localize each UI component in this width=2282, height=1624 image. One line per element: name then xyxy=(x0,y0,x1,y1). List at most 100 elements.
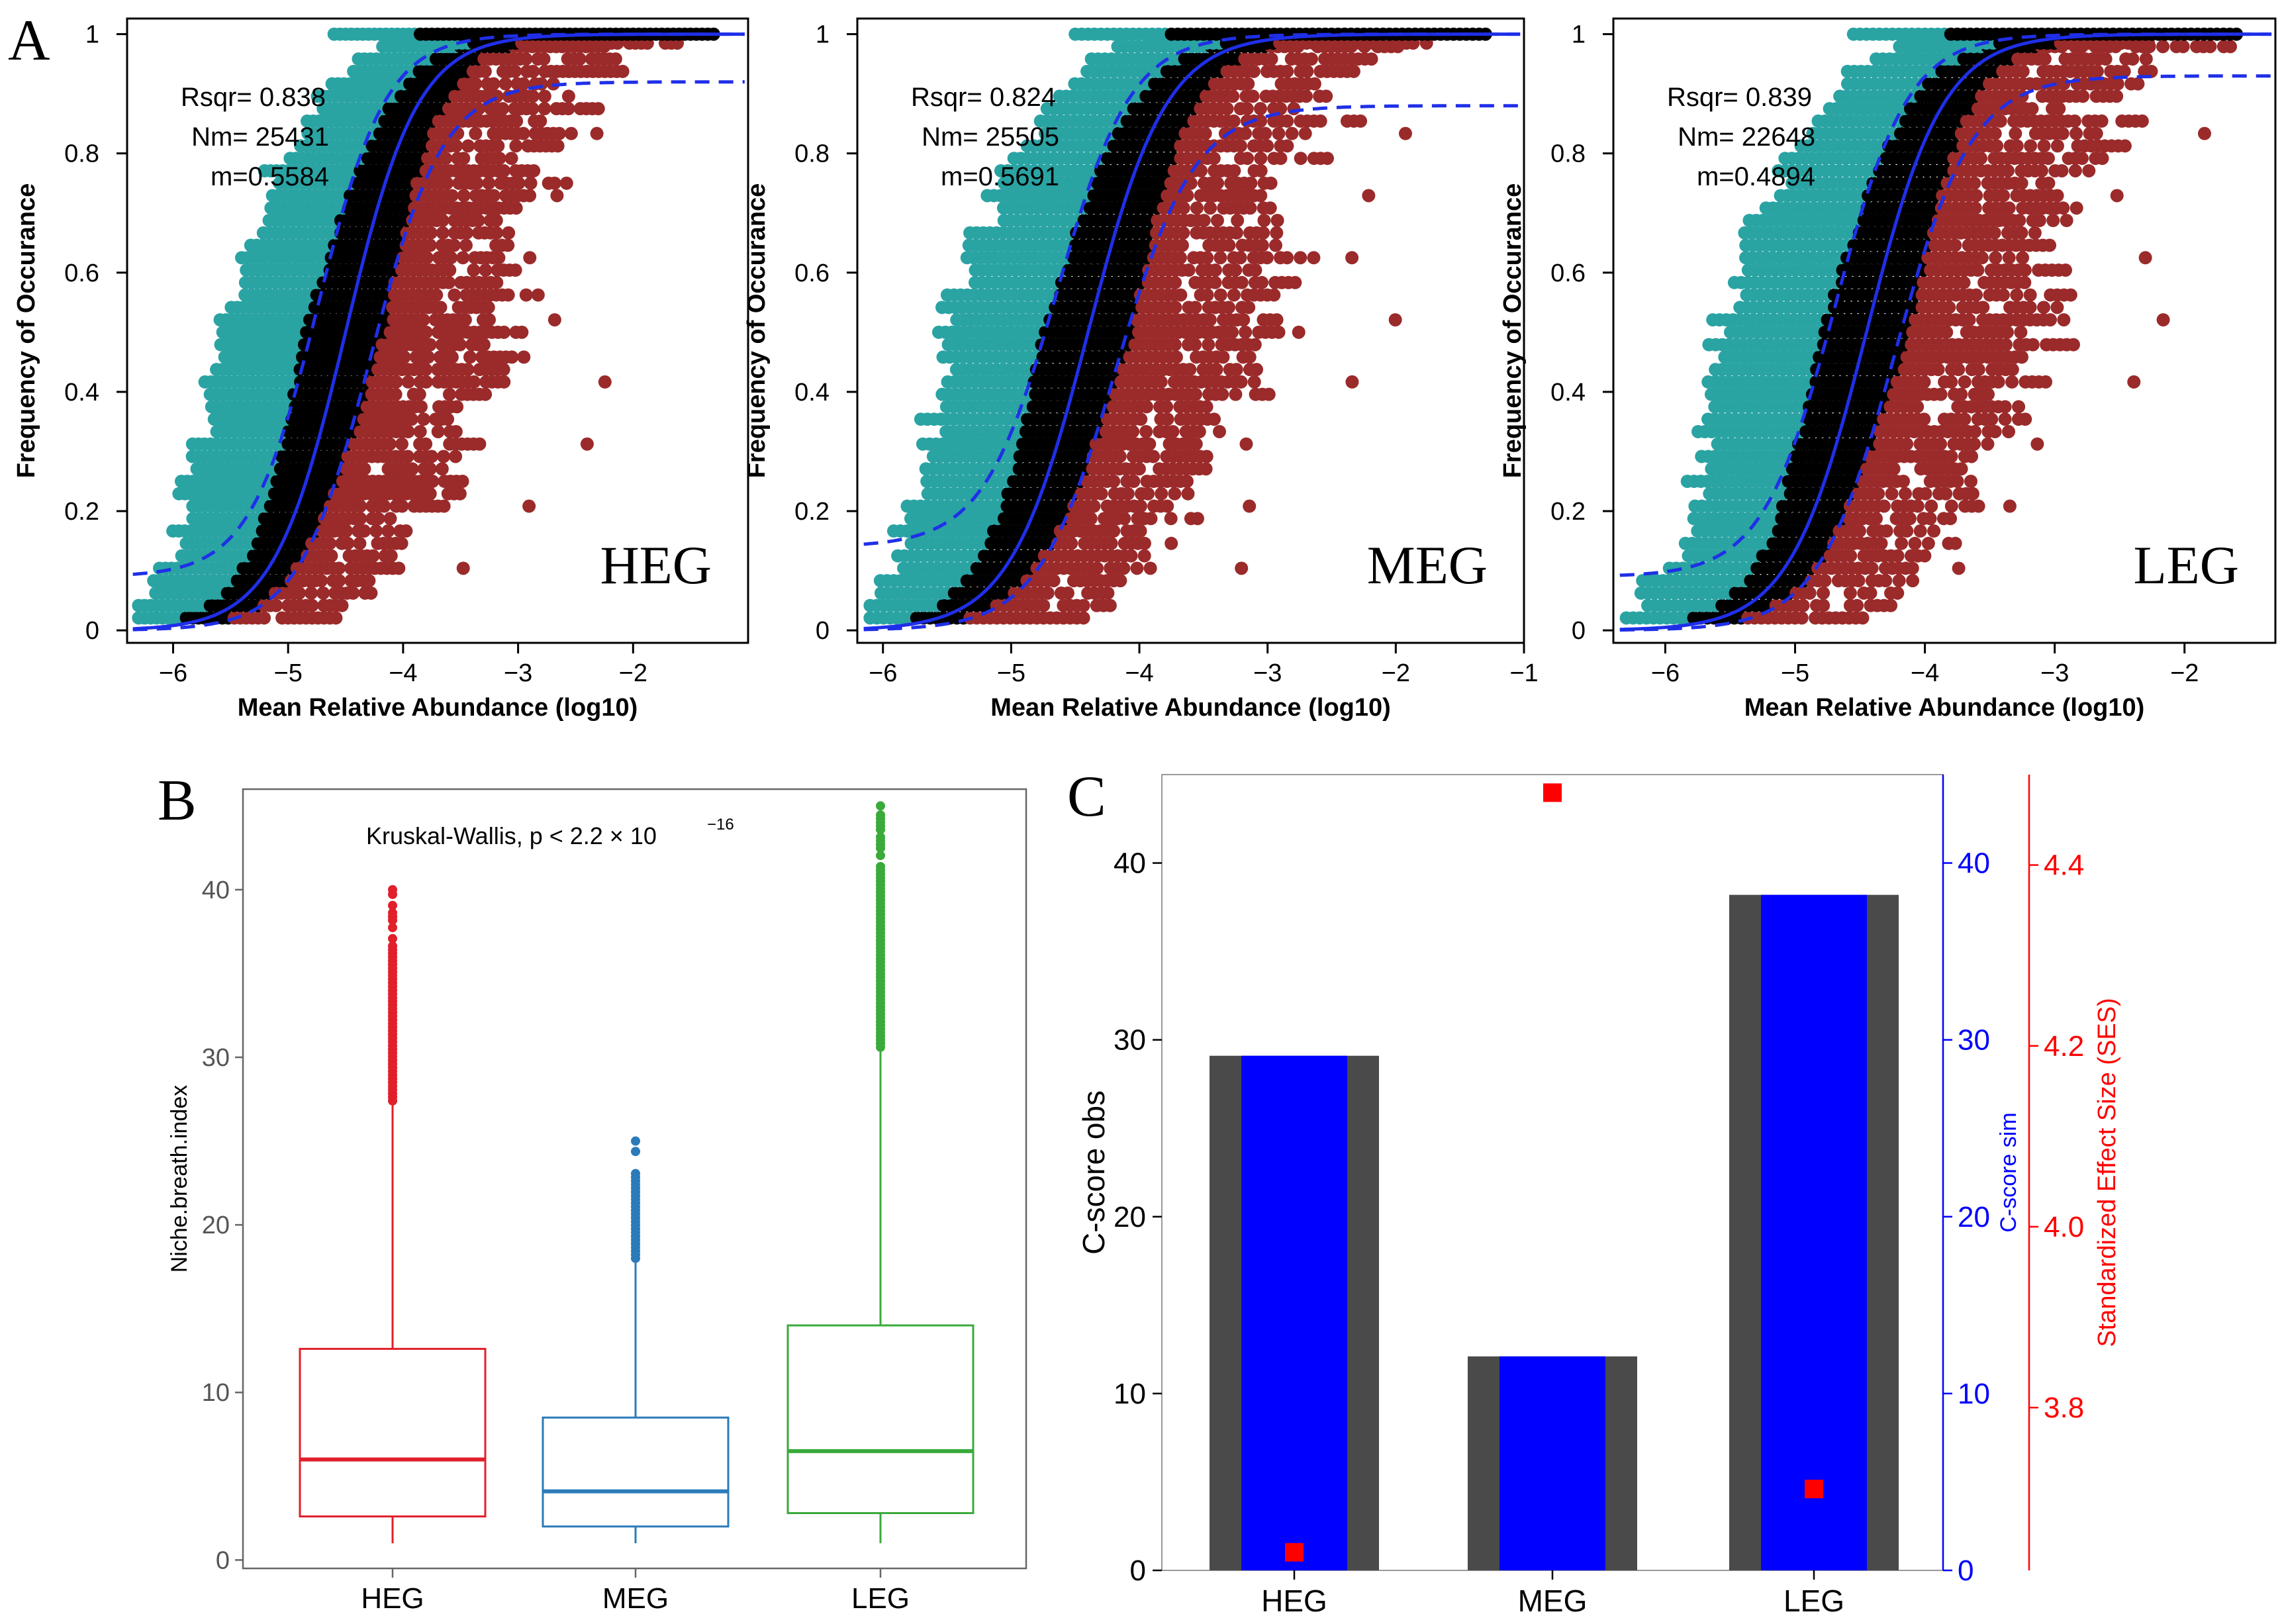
data-point xyxy=(490,226,504,240)
data-point xyxy=(1239,126,1253,140)
data-point xyxy=(1257,214,1271,228)
data-point xyxy=(537,52,551,66)
data-point xyxy=(551,139,565,153)
data-point xyxy=(1189,437,1203,451)
data-point xyxy=(1966,487,1979,501)
data-point xyxy=(2002,424,2016,438)
data-point xyxy=(2030,437,2044,451)
data-point xyxy=(1307,251,1321,265)
y-tick-label: 0.8 xyxy=(794,140,830,168)
data-point xyxy=(340,524,354,538)
data-point xyxy=(1272,325,1286,339)
x-axis-label: Mean Relative Abundance (log10) xyxy=(1744,694,2145,722)
data-point xyxy=(1168,275,1182,289)
y-tick-label: 0.4 xyxy=(1550,379,1586,406)
data-point xyxy=(1176,226,1190,240)
data-point xyxy=(424,226,438,240)
data-point xyxy=(1948,536,1962,550)
data-point xyxy=(1944,375,1958,389)
data-point xyxy=(401,375,415,389)
data-point xyxy=(1213,251,1227,265)
data-point xyxy=(1199,462,1213,476)
data-point xyxy=(1965,450,1979,463)
data-point xyxy=(487,77,500,91)
data-point xyxy=(564,126,578,140)
data-point xyxy=(1952,363,1966,377)
data-point xyxy=(1065,536,1078,550)
data-point xyxy=(1161,499,1174,513)
data-point xyxy=(538,89,551,103)
data-point xyxy=(341,536,355,550)
data-point xyxy=(1817,586,1830,600)
data-point xyxy=(1229,226,1243,240)
data-point xyxy=(1843,586,1857,600)
data-point xyxy=(1137,536,1151,550)
data-point xyxy=(332,574,346,588)
data-point xyxy=(1255,238,1269,252)
data-point xyxy=(459,238,473,252)
data-point xyxy=(441,412,455,426)
data-point xyxy=(1850,598,1864,612)
data-point xyxy=(1254,164,1268,177)
data-point xyxy=(526,64,540,78)
data-point xyxy=(1891,586,1905,600)
data-point xyxy=(1182,263,1196,277)
y-tick-label: 0.6 xyxy=(794,260,830,287)
data-point xyxy=(469,126,483,140)
y-tick-label: 0 xyxy=(816,617,830,645)
data-point xyxy=(497,164,510,177)
data-point xyxy=(1944,499,1958,513)
data-point xyxy=(1229,387,1243,401)
data-point xyxy=(1207,412,1221,426)
data-point xyxy=(1076,611,1090,625)
data-point xyxy=(1952,561,1966,575)
data-point xyxy=(453,487,467,501)
data-point xyxy=(1220,102,1234,116)
data-point xyxy=(357,462,371,476)
data-point xyxy=(1113,450,1127,463)
data-point xyxy=(377,499,391,513)
data-point xyxy=(1204,201,1217,215)
data-point xyxy=(2012,400,2026,414)
data-point xyxy=(357,524,371,538)
data-point xyxy=(1347,64,1360,78)
data-point xyxy=(492,251,506,265)
data-point xyxy=(1911,400,1925,414)
data-point xyxy=(436,226,450,240)
data-point xyxy=(1803,586,1817,600)
data-point xyxy=(1796,598,1810,612)
data-point xyxy=(559,176,573,190)
y-tick-label: 0.4 xyxy=(794,379,830,406)
data-point xyxy=(1913,524,1927,538)
data-point xyxy=(1307,77,1321,91)
x-tick-label: −2 xyxy=(619,659,647,687)
data-point xyxy=(491,139,505,153)
data-point xyxy=(1101,586,1115,600)
data-point xyxy=(1141,487,1155,501)
panel-label-b: B xyxy=(158,769,197,833)
data-point xyxy=(1090,561,1104,575)
data-point xyxy=(1280,139,1294,153)
data-point xyxy=(1239,325,1253,339)
data-point xyxy=(1917,412,1931,426)
y-tick-label: 1 xyxy=(816,21,830,49)
data-point xyxy=(423,462,437,476)
data-point xyxy=(1226,89,1240,103)
data-point xyxy=(335,598,349,612)
data-point xyxy=(423,238,437,252)
data-point xyxy=(469,77,483,91)
data-point xyxy=(1972,363,1985,377)
data-point xyxy=(1908,536,1922,550)
data-point xyxy=(1216,350,1230,364)
panel-label-a: A xyxy=(8,9,50,73)
data-point xyxy=(399,524,413,538)
data-point xyxy=(1127,474,1141,488)
data-point xyxy=(1320,152,1334,166)
data-point xyxy=(531,288,545,302)
data-point xyxy=(481,301,495,314)
data-point xyxy=(461,139,475,153)
data-point xyxy=(1243,350,1257,364)
data-point xyxy=(1260,139,1274,153)
data-point xyxy=(467,263,481,277)
data-point xyxy=(316,586,330,600)
